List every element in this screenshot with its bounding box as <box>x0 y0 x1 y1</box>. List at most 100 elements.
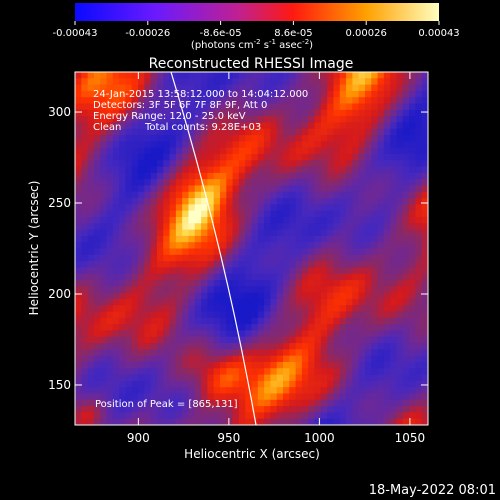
heatmap-cell <box>169 166 177 174</box>
heatmap-cell <box>396 324 404 331</box>
heatmap-cell <box>396 317 404 325</box>
heatmap-cell <box>81 418 88 425</box>
heatmap-cell <box>188 72 196 79</box>
heatmap-cell <box>308 393 315 401</box>
heatmap-cell <box>371 128 378 136</box>
heatmap-cell <box>81 172 88 180</box>
heatmap-cell <box>232 223 240 230</box>
heatmap-cell <box>308 273 315 281</box>
heatmap-cell <box>182 412 189 420</box>
heatmap-cell <box>333 286 341 294</box>
heatmap-cell <box>377 412 385 420</box>
heatmap-cell <box>264 191 271 199</box>
heatmap-cell <box>163 198 170 205</box>
heatmap-cell <box>251 179 259 186</box>
heatmap-cell <box>257 166 265 174</box>
heatmap-cell <box>245 198 252 205</box>
heatmap-cell <box>257 172 265 180</box>
heatmap-cell <box>346 330 353 338</box>
heatmap-cell <box>207 78 215 85</box>
heatmap-cell <box>131 185 139 193</box>
heatmap-cell <box>358 141 366 149</box>
heatmap-cell <box>119 223 126 230</box>
heatmap-cell <box>333 412 341 420</box>
heatmap-cell <box>201 135 208 142</box>
heatmap-cell <box>87 374 95 382</box>
heatmap-cell <box>182 229 189 237</box>
heatmap-cell <box>421 267 428 275</box>
heatmap-cell <box>100 242 107 249</box>
heatmap-cell <box>251 216 259 224</box>
heatmap-cell <box>207 393 215 401</box>
heatmap-cell <box>421 349 428 357</box>
heatmap-cell <box>106 147 114 155</box>
heatmap-cell <box>270 248 278 256</box>
heatmap-cell <box>232 361 240 369</box>
heatmap-cell <box>182 90 189 98</box>
heatmap-cell <box>364 135 372 142</box>
heatmap-cell <box>238 84 246 92</box>
heatmap-cell <box>270 166 278 174</box>
heatmap-cell <box>383 248 391 256</box>
heatmap-cell <box>131 286 139 294</box>
heatmap-cell <box>289 216 297 224</box>
heatmap-cell <box>201 198 208 205</box>
heatmap-cell <box>377 210 385 218</box>
heatmap-cell <box>346 185 353 193</box>
heatmap-cell <box>358 72 366 79</box>
heatmap-cell <box>75 387 82 394</box>
heatmap-cell <box>156 412 164 420</box>
heatmap-cell <box>364 141 372 149</box>
heatmap-cell <box>276 368 284 375</box>
heatmap-cell <box>390 135 397 142</box>
heatmap-cell <box>81 78 88 85</box>
heatmap-cell <box>301 374 309 382</box>
heatmap-cell <box>295 90 303 98</box>
heatmap-cell <box>100 109 107 117</box>
heatmap-cell <box>144 330 152 338</box>
heatmap-cell <box>257 336 265 344</box>
heatmap-cell <box>415 280 423 287</box>
heatmap-cell <box>364 355 372 363</box>
heatmap-cell <box>245 229 252 237</box>
heatmap-cell <box>409 406 416 413</box>
heatmap-cell <box>289 84 297 92</box>
heatmap-cell <box>219 311 227 319</box>
heatmap-cell <box>194 380 202 388</box>
heatmap-cell <box>232 210 240 218</box>
heatmap-cell <box>213 248 221 256</box>
heatmap-cell <box>219 286 227 294</box>
heatmap-cell <box>390 235 397 243</box>
heatmap-cell <box>93 273 101 281</box>
heatmap-cell <box>251 305 259 312</box>
heatmap-cell <box>175 242 183 249</box>
heatmap-cell <box>87 368 95 375</box>
heatmap-cell <box>169 248 177 256</box>
heatmap-cell <box>100 216 107 224</box>
heatmap-cell <box>251 116 259 123</box>
heatmap-cell <box>106 305 114 312</box>
heatmap-cell <box>251 122 259 130</box>
heatmap-cell <box>213 122 221 130</box>
heatmap-cell <box>415 298 423 306</box>
heatmap-cell <box>238 387 246 394</box>
heatmap-cell <box>245 103 252 111</box>
heatmap-cell <box>383 191 391 199</box>
heatmap-cell <box>276 172 284 180</box>
heatmap-cell <box>144 116 152 123</box>
heatmap-cell <box>257 72 265 79</box>
heatmap-cell <box>301 78 309 85</box>
heatmap-cell <box>383 305 391 312</box>
heatmap-cell <box>320 191 328 199</box>
heatmap-cell <box>125 286 133 294</box>
heatmap-cell <box>308 128 315 136</box>
heatmap-cell <box>270 235 278 243</box>
heatmap-cell <box>308 349 315 357</box>
heatmap-cell <box>138 122 145 130</box>
heatmap-cell <box>333 128 341 136</box>
heatmap-cell <box>251 355 259 363</box>
heatmap-cell <box>364 343 372 350</box>
heatmap-cell <box>289 109 297 117</box>
heatmap-cell <box>119 412 126 420</box>
heatmap-cell <box>276 235 284 243</box>
